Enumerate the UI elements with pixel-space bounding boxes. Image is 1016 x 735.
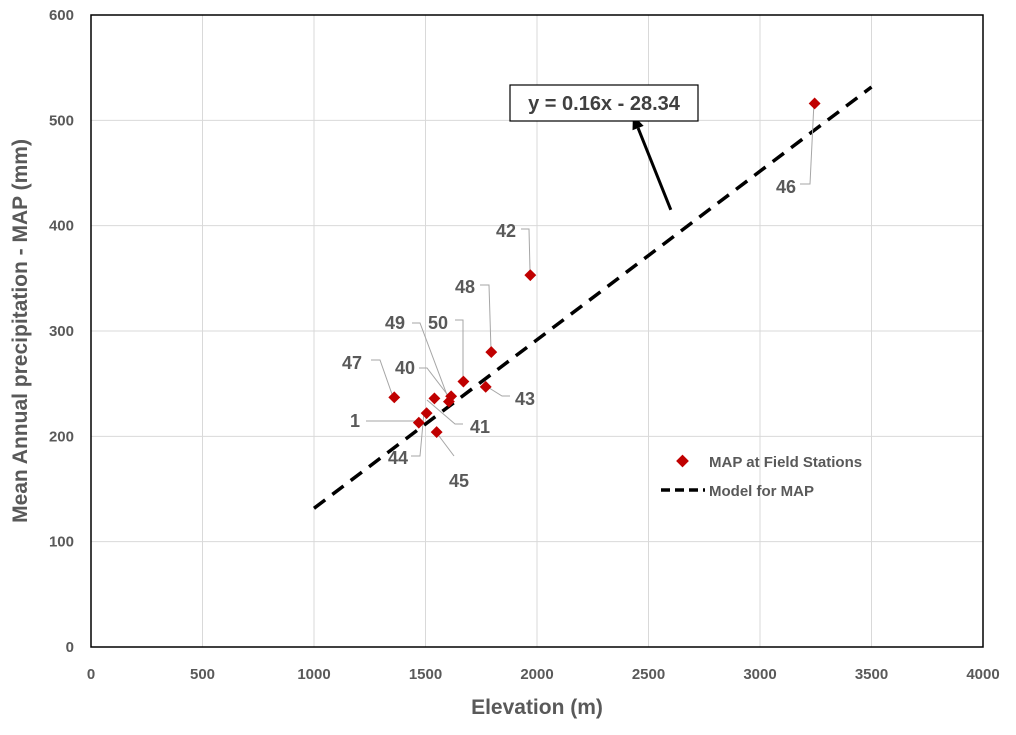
- data-point-42: [524, 269, 537, 282]
- point-label-45: 45: [449, 471, 469, 491]
- leader-line-48: [480, 284, 492, 351]
- x-tick-label: 0: [87, 666, 95, 683]
- data-point-1: [412, 416, 425, 429]
- leader-line-42: [521, 228, 531, 272]
- data-point-40: [428, 392, 441, 405]
- data-point-43: [479, 380, 492, 393]
- equation-box: [509, 84, 699, 122]
- leader-line-41: [426, 399, 463, 425]
- point-label-40: 40: [395, 358, 415, 378]
- y-tick-label: 300: [49, 323, 74, 340]
- data-point-44: [420, 407, 433, 420]
- point-label-43: 43: [515, 389, 535, 409]
- point-label-48: 48: [455, 277, 475, 297]
- y-tick-label: 0: [66, 639, 74, 656]
- point-label-50: 50: [428, 313, 448, 333]
- y-axis-title: Mean Annual precipitation - MAP (mm): [9, 139, 32, 523]
- point-label-42: 42: [496, 221, 516, 241]
- x-tick-label: 500: [190, 666, 215, 683]
- data-point-41: [445, 390, 458, 403]
- point-label-leaders: [366, 101, 815, 457]
- leader-line-43: [485, 385, 510, 397]
- equation-text: y = 0.16x - 28.34: [528, 93, 681, 115]
- data-point-48: [485, 346, 498, 359]
- legend-marker-diamond: [676, 454, 689, 468]
- y-tick-label: 500: [49, 112, 74, 129]
- x-tick-labels: 0 500 1000 1500 2000 2500 3000 3500 4000: [87, 666, 1000, 683]
- x-tick-label: 3000: [743, 666, 776, 683]
- legend-label-model: Model for MAP: [709, 483, 814, 500]
- leader-line-47: [371, 359, 394, 398]
- x-tick-label: 2500: [632, 666, 665, 683]
- y-tick-label: 600: [49, 7, 74, 24]
- plot-area: [90, 14, 984, 648]
- leader-line-44: [411, 411, 425, 457]
- x-tick-label: 1500: [409, 666, 442, 683]
- legend: MAP at Field Stations Model for MAP: [661, 454, 862, 500]
- y-tick-label: 400: [49, 218, 74, 235]
- data-point-45: [430, 426, 443, 439]
- equation-annotation: y = 0.16x - 28.34: [509, 84, 699, 211]
- grid-lines: [91, 15, 983, 647]
- point-label-47: 47: [342, 353, 362, 373]
- y-tick-labels: 0 100 200 300 400 500 600: [49, 7, 74, 656]
- y-tick-label: 200: [49, 428, 74, 445]
- point-label-49: 49: [385, 313, 405, 333]
- data-points: [388, 97, 821, 439]
- data-point-50: [457, 375, 470, 388]
- equation-arrow: [636, 127, 673, 211]
- x-tick-label: 3500: [855, 666, 888, 683]
- leader-line-50: [455, 319, 464, 378]
- point-label-46: 46: [776, 177, 796, 197]
- leader-line-46: [800, 101, 815, 185]
- point-label-1: 1: [350, 411, 360, 431]
- leader-line-40: [419, 367, 451, 399]
- leader-line-49: [412, 322, 448, 396]
- x-tick-label: 4000: [966, 666, 999, 683]
- data-point-47: [388, 391, 401, 404]
- legend-label-field-stations: MAP at Field Stations: [709, 454, 862, 471]
- point-label-44: 44: [388, 448, 408, 468]
- x-tick-label: 1000: [297, 666, 330, 683]
- point-labels: 47 1 44 40 45 49 41 50 43 48 42 46: [342, 177, 796, 491]
- leader-line-45: [435, 431, 455, 457]
- point-label-41: 41: [470, 417, 490, 437]
- y-tick-label: 100: [49, 534, 74, 551]
- x-axis-title: Elevation (m): [471, 696, 603, 719]
- data-point-46: [808, 97, 821, 110]
- x-tick-label: 2000: [520, 666, 553, 683]
- model-regression-line: [312, 85, 873, 510]
